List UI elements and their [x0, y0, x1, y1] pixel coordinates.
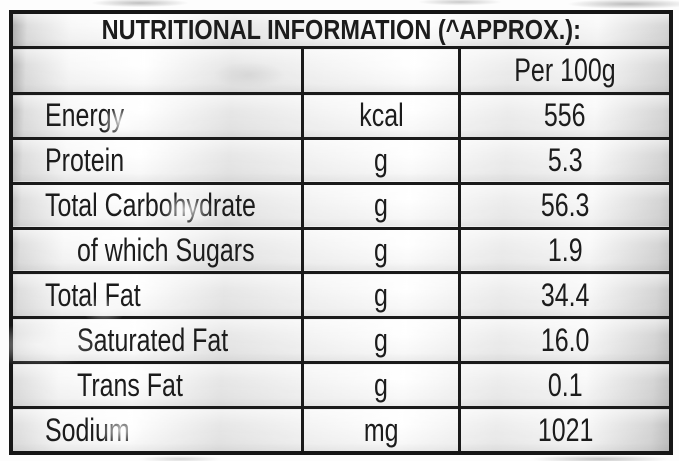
row-label: Protein: [9, 136, 305, 185]
row-label: Trans Fat: [9, 361, 305, 410]
row-unit: kcal: [301, 92, 462, 140]
row-unit: g: [301, 136, 462, 185]
row-unit: g: [301, 226, 462, 275]
title-row: NUTRITIONAL INFORMATION (^APPROX.):: [9, 10, 673, 49]
row-unit: g: [301, 316, 462, 365]
row-value: 556: [458, 92, 673, 140]
row-value: 16.0: [458, 316, 673, 365]
row-unit: g: [301, 361, 462, 410]
row-label: Total Fat: [9, 271, 305, 320]
row-value: 0.1: [458, 361, 673, 410]
row-value: 5.3: [458, 136, 673, 185]
table-row-total-carbohydrate: Total Carbohydrate g 56.3: [9, 181, 673, 230]
table-title-text: NUTRITIONAL INFORMATION (^APPROX.):: [101, 14, 581, 45]
row-unit: g: [301, 271, 462, 320]
header-per-100g-cell: Per 100g: [458, 46, 673, 95]
nutrition-information-table: NUTRITIONAL INFORMATION (^APPROX.): Per …: [9, 10, 673, 455]
row-value: 1021: [458, 405, 673, 455]
row-label: Total Carbohydrate: [9, 181, 305, 230]
nutrition-table: NUTRITIONAL INFORMATION (^APPROX.): Per …: [9, 10, 673, 455]
row-value: 56.3: [458, 181, 673, 230]
table-row-sodium: Sodium mg 1021: [9, 405, 673, 455]
row-value: 1.9: [458, 226, 673, 275]
column-header-row: Per 100g: [9, 46, 673, 95]
row-label: of which Sugars: [9, 226, 305, 275]
row-label: Energy: [9, 92, 305, 140]
table-row-energy: Energy kcal 556: [9, 92, 673, 140]
table-row-protein: Protein g 5.3: [9, 136, 673, 185]
row-unit: g: [301, 181, 462, 230]
row-value: 34.4: [458, 271, 673, 320]
row-unit: mg: [301, 405, 462, 455]
table-title: NUTRITIONAL INFORMATION (^APPROX.):: [9, 10, 673, 49]
table-row-saturated-fat: Saturated Fat g 16.0: [9, 316, 673, 365]
table-row-trans-fat: Trans Fat g 0.1: [9, 361, 673, 410]
table-row-of-which-sugars: of which Sugars g 1.9: [9, 226, 673, 275]
table-row-total-fat: Total Fat g 34.4: [9, 271, 673, 320]
row-label: Saturated Fat: [9, 316, 305, 365]
header-nutrient-cell: [9, 46, 305, 95]
row-label: Sodium: [9, 405, 305, 455]
header-unit-cell: [301, 46, 462, 95]
